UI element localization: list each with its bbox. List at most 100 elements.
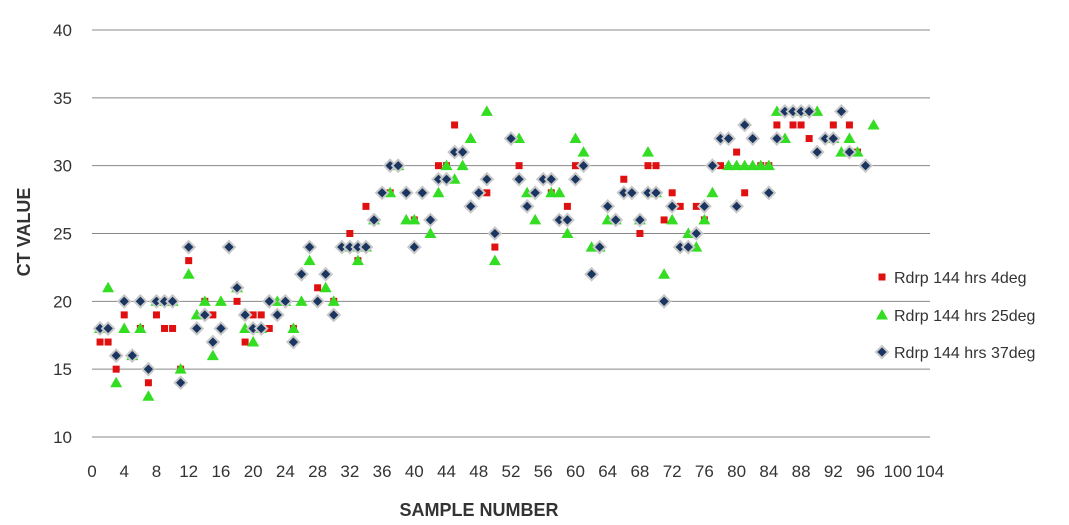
- data-point-series-3: [632, 212, 648, 228]
- data-point-series-3: [471, 185, 487, 201]
- data-point-series-1: [692, 202, 700, 210]
- data-point-series-3: [503, 131, 519, 146]
- data-point-series-3: [374, 185, 390, 201]
- data-point-series-3: [737, 117, 753, 133]
- data-point-series-2: [561, 227, 574, 238]
- data-point-series-3: [108, 348, 124, 364]
- data-point-series-3: [100, 321, 116, 336]
- data-point-series-2: [182, 268, 195, 279]
- data-point-series-2: [456, 159, 469, 171]
- data-point-series-1: [741, 189, 749, 197]
- data-point-series-2: [198, 295, 211, 306]
- x-tick-label: 60: [566, 462, 585, 481]
- x-tick-label: 32: [340, 462, 359, 481]
- data-point-series-1: [660, 216, 668, 224]
- data-point-series-3: [253, 321, 269, 336]
- x-tick-label: 100: [884, 462, 912, 481]
- data-point-series-2: [134, 322, 147, 333]
- data-point-series-3: [261, 293, 277, 309]
- data-point-series-2: [843, 132, 856, 144]
- data-point-series-2: [529, 213, 542, 225]
- data-point-series-3: [527, 185, 543, 201]
- data-point-series-2: [698, 213, 711, 225]
- data-point-series-1: [104, 338, 112, 346]
- legend-label-series-1: Rdrp 144 hrs 4deg: [894, 270, 1027, 287]
- x-tick-labels: 0 4 8 12 16 20 24 28 32 36 40 44 48 52 56 60 64 68 72 76 80 8…: [87, 462, 944, 481]
- data-point-series-3: [414, 185, 430, 201]
- data-point-series-3: [648, 185, 664, 201]
- data-point-series-3: [680, 239, 696, 255]
- data-point-series-1: [144, 379, 152, 387]
- data-point-series-3: [584, 266, 599, 282]
- data-point-series-2: [762, 159, 775, 171]
- data-point-series-3: [809, 144, 825, 160]
- data-point-series-2: [738, 159, 751, 171]
- data-point-series-3: [318, 266, 334, 282]
- data-point-series-3: [858, 158, 873, 174]
- data-point-series-2: [408, 213, 421, 225]
- data-point-series-2: [303, 254, 316, 266]
- data-point-series-3: [600, 198, 616, 214]
- data-point-series-2: [440, 159, 453, 171]
- x-tick-label: 64: [598, 462, 617, 481]
- x-tick-label: 48: [469, 462, 488, 481]
- data-point-series-1: [346, 230, 354, 237]
- data-point-series-3: [197, 307, 213, 323]
- data-point-series-3: [705, 158, 720, 174]
- data-point-series-3: [140, 361, 156, 377]
- data-point-series-3: [463, 198, 479, 214]
- data-point-series-2: [666, 213, 679, 225]
- data-point-series-1: [829, 121, 837, 129]
- data-point-series-1: [152, 311, 160, 319]
- y-tick-label: 20: [53, 292, 72, 311]
- legend-label-series-3: Rdrp 144 hrs 37deg: [894, 345, 1035, 362]
- data-point-series-3: [592, 239, 608, 255]
- data-point-series-1: [563, 202, 571, 210]
- x-tick-label: 28: [308, 462, 327, 481]
- data-point-series-1: [668, 189, 676, 197]
- data-point-series-2: [545, 186, 558, 198]
- x-tick-label: 72: [663, 462, 682, 481]
- data-point-series-3: [237, 307, 253, 323]
- x-tick-label: 12: [179, 462, 198, 481]
- x-tick-label: 24: [276, 462, 295, 481]
- data-point-series-2: [569, 132, 582, 144]
- data-point-series-3: [366, 212, 382, 228]
- data-point-series-1: [805, 135, 813, 143]
- data-point-series-3: [423, 212, 438, 228]
- x-axis-title: SAMPLE NUMBER: [399, 500, 558, 520]
- data-point-series-3: [286, 334, 301, 350]
- data-point-series-1: [515, 162, 523, 170]
- data-point-series-3: [568, 171, 583, 187]
- data-point-series-3: [455, 144, 471, 160]
- data-point-series-2: [295, 295, 308, 306]
- y-tick-label: 25: [53, 225, 72, 244]
- data-point-series-2: [480, 105, 493, 116]
- data-point-series-1: [491, 243, 499, 251]
- data-point-series-3: [294, 266, 309, 282]
- y-tick-labels: 10 15 20 25 30 35 40: [53, 21, 72, 447]
- x-tick-label: 4: [119, 462, 128, 481]
- legend: Rdrp 144 hrs 4deg Rdrp 144 hrs 25deg Rdrp …: [874, 270, 1035, 362]
- data-point-series-1: [733, 148, 741, 156]
- data-point-series-2: [488, 254, 501, 266]
- data-point-series-3: [479, 171, 495, 187]
- data-point-series-2: [553, 186, 566, 198]
- data-point-series-1: [265, 324, 273, 332]
- data-point-series-3: [608, 212, 624, 228]
- data-point-series-2: [351, 254, 364, 266]
- data-point-series-3: [132, 293, 148, 309]
- data-point-series-1: [314, 284, 322, 292]
- legend-marker-series-3: [874, 344, 890, 360]
- data-point-series-3: [439, 171, 454, 187]
- data-point-series-1: [636, 230, 644, 237]
- data-point-series-2: [432, 186, 445, 198]
- data-point-series-3: [358, 239, 374, 255]
- x-tick-label: 16: [211, 462, 230, 481]
- data-point-series-1: [434, 162, 442, 170]
- data-point-series-2: [327, 295, 340, 306]
- data-point-series-2: [287, 322, 300, 333]
- y-tick-label: 30: [53, 157, 72, 176]
- data-point-series-1: [185, 257, 193, 265]
